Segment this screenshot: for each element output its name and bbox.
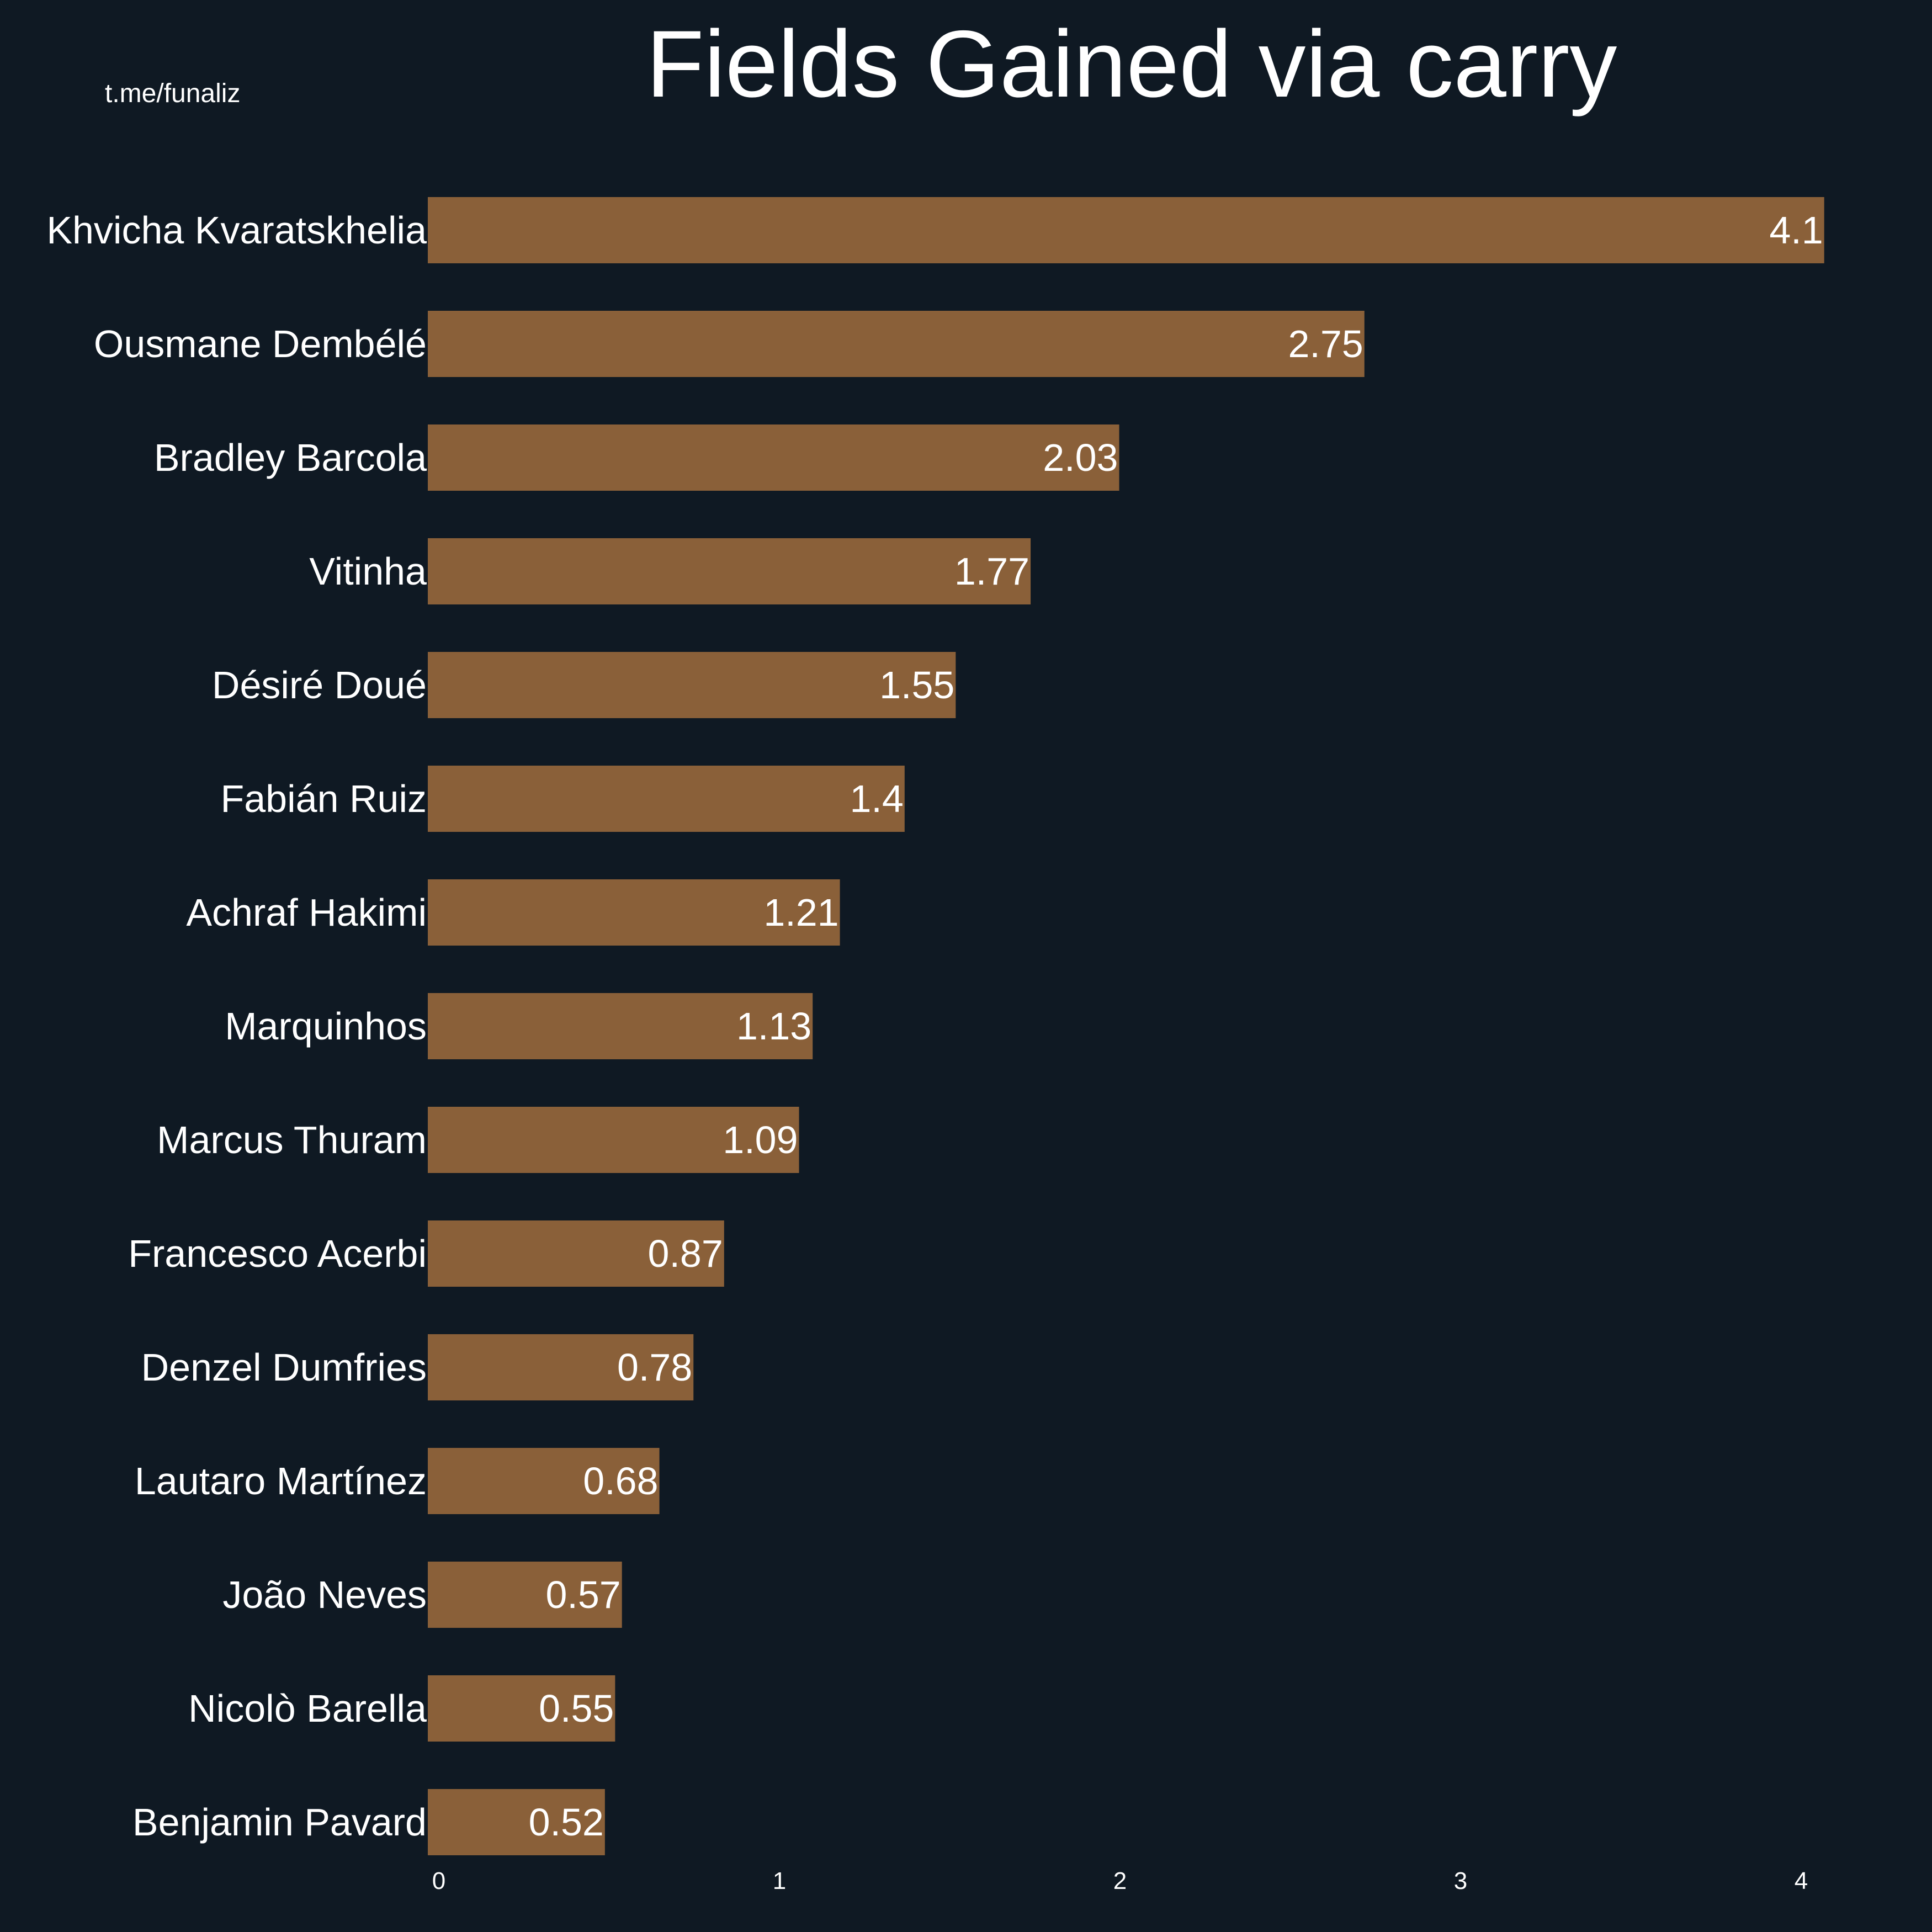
bar-khvicha-kvaratskhelia <box>428 197 1824 263</box>
category-label-fabian-ruiz: Fabián Ruiz <box>220 777 427 820</box>
value-labels-layer: 4.1 2.75 2.03 1.77 1.55 1.4 1.21 1.13 1.09 0.87 0.… <box>529 209 1823 1844</box>
category-label-ousmane-dembele: Ousmane Dembélé <box>94 322 427 365</box>
value-label-bradley-barcola: 2.03 <box>1043 436 1118 479</box>
category-label-achraf-hakimi: Achraf Hakimi <box>186 891 427 934</box>
x-axis-ticks: 0 1 2 3 4 <box>432 1867 1808 1894</box>
category-label-lautaro-martinez: Lautaro Martínez <box>135 1459 427 1503</box>
category-label-joao-neves: João Neves <box>222 1573 427 1616</box>
value-label-marcus-thuram: 1.09 <box>723 1118 798 1161</box>
category-label-benjamin-pavard: Benjamin Pavard <box>132 1801 427 1844</box>
bar-achraf-hakimi <box>428 879 840 946</box>
category-label-marcus-thuram: Marcus Thuram <box>157 1118 427 1161</box>
value-label-nicolo-barella: 0.55 <box>539 1687 614 1730</box>
value-label-marquinhos: 1.13 <box>736 1005 811 1048</box>
bar-ousmane-dembele <box>428 311 1365 377</box>
category-label-vitinha: Vitinha <box>309 550 427 593</box>
bar-denzel-dumfries <box>428 1334 694 1400</box>
x-tick-label: 3 <box>1454 1867 1467 1894</box>
category-label-marquinhos: Marquinhos <box>225 1005 427 1048</box>
value-label-ousmane-dembele: 2.75 <box>1288 322 1363 365</box>
value-label-francesco-acerbi: 0.87 <box>648 1232 723 1275</box>
bar-bradley-barcola <box>428 424 1119 491</box>
x-tick-label: 1 <box>773 1867 786 1894</box>
bar-fabian-ruiz <box>428 766 905 832</box>
category-label-khvicha-kvaratskhelia: Khvicha Kvaratskhelia <box>46 209 427 252</box>
category-label-denzel-dumfries: Denzel Dumfries <box>141 1346 427 1389</box>
value-label-joao-neves: 0.57 <box>545 1573 620 1616</box>
value-label-lautaro-martinez: 0.68 <box>583 1459 658 1503</box>
bar-nicolo-barella <box>428 1675 615 1742</box>
x-tick-label: 2 <box>1113 1867 1127 1894</box>
bar-desire-doue <box>428 652 956 718</box>
value-label-desire-doue: 1.55 <box>879 664 954 707</box>
bars-layer <box>428 197 1824 1855</box>
bar-francesco-acerbi <box>428 1220 724 1287</box>
watermark-text: t.me/funaliz <box>105 79 241 108</box>
bar-lautaro-martinez <box>428 1448 660 1514</box>
category-label-desire-doue: Désiré Doué <box>212 664 427 707</box>
category-label-nicolo-barella: Nicolò Barella <box>188 1687 427 1730</box>
value-label-khvicha-kvaratskhelia: 4.1 <box>1769 209 1823 252</box>
category-label-francesco-acerbi: Francesco Acerbi <box>128 1232 427 1275</box>
value-label-denzel-dumfries: 0.78 <box>617 1346 692 1389</box>
bar-joao-neves <box>428 1562 622 1628</box>
value-label-benjamin-pavard: 0.52 <box>529 1801 604 1844</box>
bar-marquinhos <box>428 993 813 1059</box>
bar-benjamin-pavard <box>428 1789 605 1855</box>
bar-marcus-thuram <box>428 1107 799 1173</box>
category-labels-layer: Khvicha Kvaratskhelia Ousmane Dembélé Brad… <box>46 209 427 1844</box>
bar-vitinha <box>428 538 1031 604</box>
chart-title: Fields Gained via carry <box>646 11 1617 117</box>
value-label-vitinha: 1.77 <box>954 550 1029 593</box>
category-label-bradley-barcola: Bradley Barcola <box>154 436 427 479</box>
value-label-fabian-ruiz: 1.4 <box>850 777 903 820</box>
x-tick-label: 4 <box>1795 1867 1808 1894</box>
x-tick-label: 0 <box>432 1867 445 1894</box>
value-label-achraf-hakimi: 1.21 <box>763 891 838 934</box>
